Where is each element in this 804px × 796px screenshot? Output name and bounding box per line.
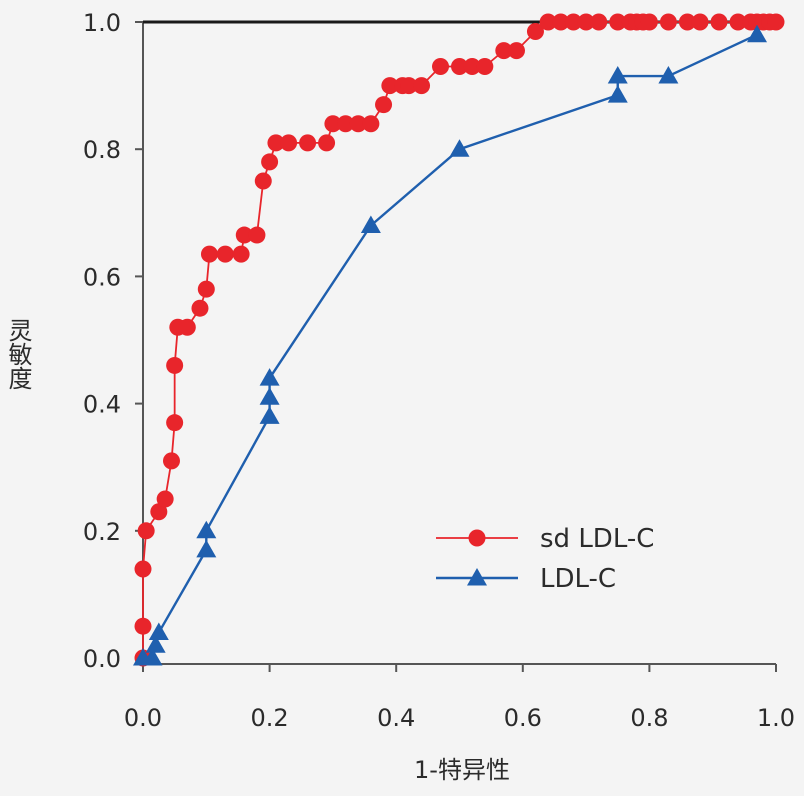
data-point <box>640 13 658 31</box>
data-point <box>166 356 184 374</box>
y-tick-label: 1.0 <box>83 9 121 37</box>
legend-item: sd LDL-C <box>436 524 654 554</box>
data-point <box>577 13 595 31</box>
data-point <box>156 490 174 508</box>
data-point <box>299 134 317 152</box>
data-point <box>196 539 217 558</box>
data-point <box>142 648 163 666</box>
data-point <box>197 280 215 298</box>
data-point <box>381 77 399 95</box>
data-point <box>564 13 582 31</box>
data-point <box>495 42 513 60</box>
data-point <box>259 368 280 386</box>
data-point <box>767 13 785 31</box>
series-line <box>142 21 776 658</box>
series-line <box>143 33 758 660</box>
data-point <box>216 245 234 263</box>
data-point <box>451 58 468 76</box>
x-tick-label: 0.6 <box>504 704 542 732</box>
data-point <box>590 13 608 31</box>
y-tick-label: 0.8 <box>83 136 121 164</box>
data-point <box>607 66 628 84</box>
data-point <box>259 387 280 405</box>
data-point <box>261 153 279 171</box>
data-point <box>658 66 679 84</box>
data-point <box>178 318 196 336</box>
legend-item: LDL-C <box>436 564 616 594</box>
legend-label: LDL-C <box>540 564 616 594</box>
x-tick-label: 0.8 <box>630 704 668 732</box>
data-point <box>449 139 470 157</box>
data-point <box>552 13 570 31</box>
data-point <box>691 13 709 31</box>
legend-swatch-marker <box>468 529 486 547</box>
data-point <box>196 520 217 539</box>
data-point <box>360 215 381 234</box>
data-point <box>526 23 544 41</box>
data-point <box>432 58 450 76</box>
y-axis-title: 灵敏度 <box>4 318 32 390</box>
data-point <box>145 635 166 653</box>
plot-area: 0.0 0.2 0.4 0.6 0.8 1.0 0.0 0.2 0.4 0.6 0.8 1.0 <box>83 9 795 732</box>
axis-ticks: 0.0 0.2 0.4 0.6 0.8 1.0 0.0 0.2 0.4 0.6 0.8 1.0 <box>83 9 795 732</box>
data-point <box>729 13 747 31</box>
data-point <box>375 96 393 114</box>
data-point <box>609 13 627 31</box>
data-point <box>324 115 342 133</box>
legend-label: sd LDL-C <box>540 524 654 554</box>
data-point <box>678 13 696 31</box>
data-point <box>710 13 728 31</box>
x-tick-label: 0.0 <box>124 704 162 732</box>
data-point <box>318 134 336 152</box>
series-layer <box>133 13 785 667</box>
data-point <box>235 226 253 244</box>
data-point <box>150 503 168 521</box>
y-axis-title-text: 灵敏度 <box>4 318 32 390</box>
data-point <box>476 58 494 76</box>
data-point <box>148 622 169 641</box>
data-point <box>400 77 418 95</box>
data-point <box>659 13 677 31</box>
x-axis-title: 1-特异性 <box>414 756 510 784</box>
data-point <box>134 617 152 635</box>
y-tick-label: 0.2 <box>83 518 121 546</box>
y-tick-label: 0.0 <box>83 645 121 673</box>
data-point <box>200 245 218 263</box>
data-point <box>166 414 184 432</box>
y-tick-label: 0.6 <box>83 263 121 291</box>
data-point <box>191 299 209 317</box>
legend-swatch-marker <box>467 568 487 586</box>
data-point <box>463 58 481 76</box>
data-point <box>607 85 628 103</box>
series-triangle-group <box>133 24 768 666</box>
data-point <box>337 115 355 133</box>
data-point <box>248 226 266 244</box>
series-circle-group <box>134 13 785 667</box>
data-point <box>134 560 152 578</box>
data-point <box>280 134 298 152</box>
y-tick-label: 0.4 <box>83 391 121 419</box>
data-point <box>259 406 280 424</box>
data-point <box>162 452 180 470</box>
data-point <box>507 42 525 60</box>
data-point <box>413 77 431 95</box>
legend: sd LDL-C LDL-C <box>436 524 654 594</box>
data-point <box>362 115 380 133</box>
x-tick-label: 1.0 <box>757 704 795 732</box>
data-point <box>267 134 285 152</box>
data-point <box>254 172 272 190</box>
data-point <box>137 522 155 540</box>
data-point <box>539 13 557 31</box>
data-point <box>232 245 250 263</box>
data-point <box>349 115 367 133</box>
x-tick-label: 0.4 <box>377 704 415 732</box>
x-tick-label: 0.2 <box>251 704 289 732</box>
data-point <box>747 24 768 43</box>
